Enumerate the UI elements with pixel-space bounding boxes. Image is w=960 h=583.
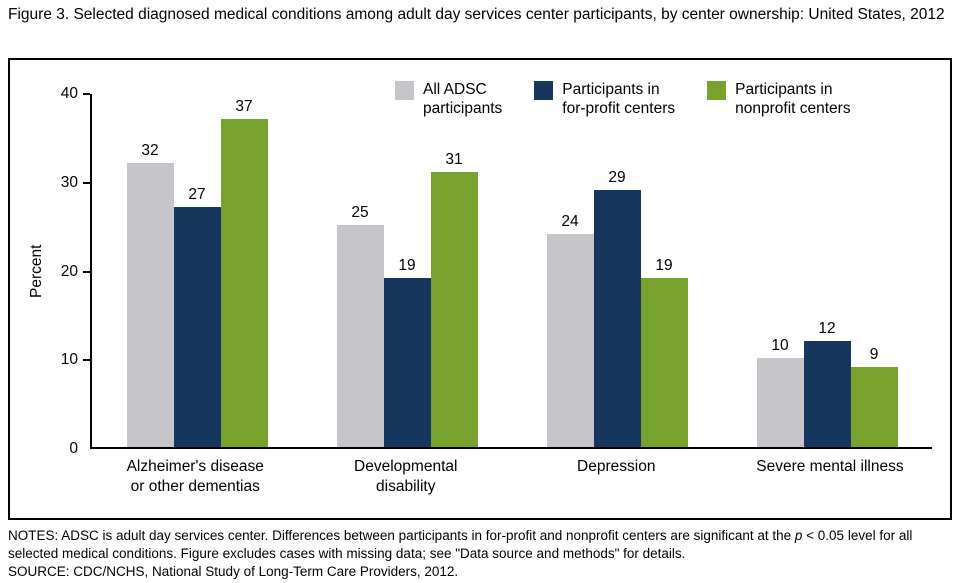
bar-value-label: 19 bbox=[398, 257, 416, 275]
legend-label: All ADSC participants bbox=[423, 81, 503, 118]
bar: 24 bbox=[546, 213, 594, 447]
legend-item: Participants in nonprofit centers bbox=[707, 80, 851, 119]
bar-value-label: 37 bbox=[235, 97, 253, 115]
bar-value-label: 24 bbox=[561, 213, 579, 230]
x-axis-category-label: Alzheimer's disease or other dementias bbox=[126, 458, 264, 496]
bar-value-label: 31 bbox=[445, 150, 463, 168]
x-axis-labels: Alzheimer's disease or other dementias De… bbox=[90, 457, 932, 497]
chart-frame: All ADSC participants Participants in for… bbox=[8, 58, 952, 520]
legend-item: All ADSC participants bbox=[395, 80, 502, 119]
bar-value-label: 25 bbox=[351, 204, 369, 222]
bar: 37 bbox=[220, 98, 268, 447]
y-axis-tick-label: 20 bbox=[60, 262, 78, 280]
bar-value-label: 29 bbox=[608, 168, 626, 186]
notes-p-italic: p bbox=[794, 528, 803, 543]
bar: 19 bbox=[640, 257, 688, 447]
bar: 19 bbox=[383, 257, 431, 447]
y-axis-tick-label: 30 bbox=[60, 173, 78, 191]
y-axis-tick bbox=[83, 359, 90, 362]
bar-value-label: 32 bbox=[141, 142, 159, 159]
bar: 12 bbox=[803, 320, 851, 447]
notes-part1: NOTES: ADSC is adult day services center… bbox=[8, 528, 795, 543]
bar-value-label: 10 bbox=[771, 337, 789, 355]
y-axis-tick bbox=[83, 93, 90, 95]
legend-swatch bbox=[534, 81, 554, 100]
y-axis-tick-label: 0 bbox=[69, 440, 78, 457]
bar: 27 bbox=[173, 186, 221, 447]
y-axis-tick bbox=[83, 270, 90, 273]
source-text: SOURCE: CDC/NCHS, National Study of Long… bbox=[8, 563, 459, 579]
chart-legend: All ADSC participants Participants in for… bbox=[395, 80, 883, 119]
bar-group: 10 12 9 bbox=[756, 320, 898, 447]
x-axis-category-label: Severe mental illness bbox=[756, 458, 904, 475]
legend-label: Participants in nonprofit centers bbox=[735, 81, 851, 118]
bar: 10 bbox=[756, 337, 804, 447]
bar-value-label: 19 bbox=[655, 257, 673, 275]
notes-part2: < 0.05 level for all selected medical co… bbox=[8, 528, 913, 561]
bar: 29 bbox=[593, 169, 641, 447]
bar-group: 32 27 37 bbox=[126, 98, 268, 447]
legend-item: Participants in for-profit centers bbox=[534, 80, 675, 119]
figure-title: Figure 3. Selected diagnosed medical con… bbox=[8, 6, 945, 23]
bar-value-label: 27 bbox=[188, 186, 206, 204]
bar-group: 25 19 31 bbox=[336, 151, 478, 447]
notes-text: NOTES: ADSC is adult day services center… bbox=[8, 527, 956, 563]
y-axis-tick bbox=[83, 181, 90, 184]
bar: 31 bbox=[430, 151, 478, 447]
bar: 25 bbox=[336, 204, 384, 447]
bar: 32 bbox=[126, 142, 174, 447]
plot-area: 0 10 20 30 40 32 27 37 25 19 31 24 29 19 10 12 9 bbox=[61, 85, 932, 457]
legend-label: Participants in for-profit centers bbox=[562, 81, 676, 118]
bar-group: 24 29 19 bbox=[546, 169, 688, 447]
x-axis-category-label: Depression bbox=[577, 458, 656, 475]
legend-swatch bbox=[395, 81, 414, 100]
bar-value-label: 9 bbox=[869, 346, 879, 364]
bar: 9 bbox=[850, 346, 898, 447]
y-axis-tick-label: 10 bbox=[60, 351, 78, 369]
y-axis-tick-label: 40 bbox=[60, 85, 78, 102]
legend-swatch bbox=[707, 81, 727, 100]
x-axis-category-label: Developmental disability bbox=[354, 458, 458, 496]
bar-value-label: 12 bbox=[818, 319, 836, 337]
figure-footer: NOTES: ADSC is adult day services center… bbox=[8, 527, 956, 581]
